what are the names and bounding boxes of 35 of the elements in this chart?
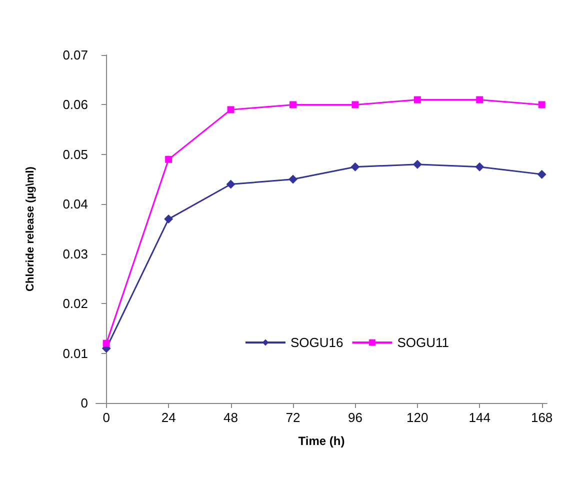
point	[476, 96, 484, 104]
point	[352, 101, 359, 108]
point	[412, 160, 422, 169]
point	[414, 96, 421, 104]
x-tick-label: 144	[468, 410, 490, 425]
point	[288, 174, 298, 184]
point	[350, 162, 360, 172]
y-tick-label: 0.02	[62, 296, 88, 312]
point	[102, 340, 110, 347]
y-tick-label: 0	[80, 396, 88, 410]
point	[227, 106, 234, 114]
y-tick-label: 0.07	[62, 48, 88, 62]
point	[537, 170, 546, 179]
point	[165, 156, 172, 163]
x-tick-label: 120	[406, 410, 428, 425]
y-tick-label: 0.01	[62, 346, 88, 361]
point	[538, 101, 546, 108]
y-tick-label: 0.03	[62, 246, 88, 262]
point	[289, 101, 296, 108]
x-tick-label: 48	[224, 410, 238, 425]
y-axis-title: Chloride release (µg\ml)	[24, 166, 36, 292]
point	[164, 214, 174, 224]
x-tick-label: 72	[286, 410, 300, 425]
x-axis-title: Time (h)	[298, 434, 345, 448]
y-tick-label: 0.06	[62, 97, 88, 112]
x-tick-label: 0	[102, 410, 110, 425]
x-tick-label: 24	[161, 410, 176, 425]
point	[226, 180, 236, 189]
x-tick-label: 168	[530, 410, 553, 425]
x-tick-label: 96	[348, 410, 362, 425]
legend-label: SOGU16	[290, 335, 344, 350]
y-tick-label: 0.04	[62, 196, 88, 212]
point	[475, 162, 484, 172]
y-tick-label: 0.05	[62, 146, 88, 162]
legend-label: SOGU11	[397, 335, 450, 350]
